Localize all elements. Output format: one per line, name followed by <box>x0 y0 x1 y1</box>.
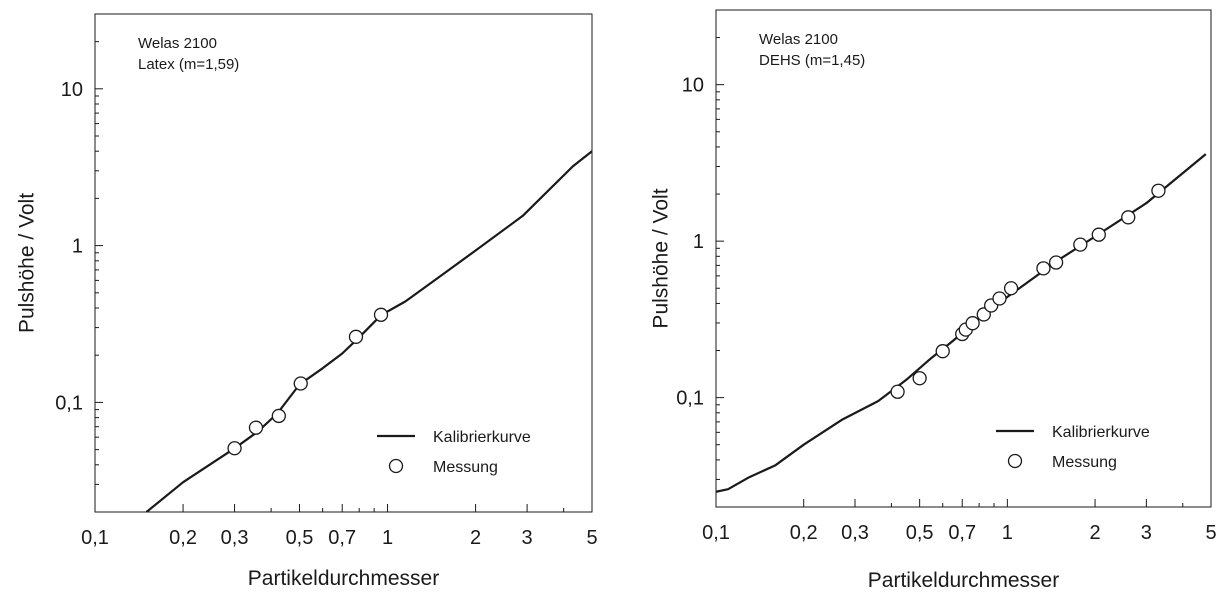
left-chart-panel: 0,1 0,2 0,3 0,5 0,7 1 2 3 5 0,1 1 10 Partikeldurchme… <box>16 13 598 590</box>
y-tick-label: 1 <box>693 231 704 253</box>
data-point-messung <box>1036 261 1051 276</box>
data-layer <box>145 150 592 512</box>
x-tick-label: 1 <box>1002 522 1013 544</box>
x-tick-label: 0,2 <box>790 522 818 544</box>
data-point-messung <box>373 307 389 322</box>
plot-frame <box>94 13 593 513</box>
x-tick-label: 0,2 <box>169 527 197 549</box>
y-tick-label: 0,1 <box>55 392 83 414</box>
data-point-messung <box>935 344 950 359</box>
data-point-messung <box>912 371 927 386</box>
y-tick-label: 10 <box>682 75 704 97</box>
data-point-messung <box>248 420 264 435</box>
x-tick-label: 3 <box>1141 522 1152 544</box>
x-tick-label: 0,7 <box>328 527 356 549</box>
series-line-kalibrierkurve <box>145 150 592 512</box>
x-tick-label: 5 <box>1205 522 1216 544</box>
x-tick-label: 0,5 <box>286 527 314 549</box>
x-tick-label: 0,7 <box>948 522 976 544</box>
y-axis-title: Pulshöhe / Volt <box>16 193 39 333</box>
y-tick-label: 10 <box>61 79 83 101</box>
data-point-messung <box>890 384 905 399</box>
x-tick-label: 0,1 <box>81 527 109 549</box>
legend-label: Messung <box>1052 454 1117 471</box>
data-point-messung <box>992 291 1007 306</box>
x-tick-label: 0,1 <box>702 522 730 544</box>
legend-label: Messung <box>433 459 498 476</box>
data-point-messung <box>271 408 286 424</box>
right-chart-panel: 0,1 0,2 0,3 0,5 0,7 1 2 3 5 0,1 1 10 Partikeldurchme… <box>650 9 1217 592</box>
legend-label: Kalibrierkurve <box>433 429 531 446</box>
data-point-messung <box>965 316 980 331</box>
plot-frame <box>715 9 1212 508</box>
annotation-line: Welas 2100 <box>759 31 838 48</box>
series-line-kalibrierkurve <box>716 153 1207 493</box>
data-point-messung <box>1151 183 1166 198</box>
data-point-messung <box>293 376 308 391</box>
legend-label: Kalibrierkurve <box>1052 424 1150 441</box>
x-tick-label: 2 <box>1089 522 1100 544</box>
data-point-messung <box>348 329 364 344</box>
x-axis-title: Partikeldurchmesser <box>248 567 439 590</box>
x-axis-title: Partikeldurchmesser <box>868 569 1059 592</box>
legend-marker-swatch <box>388 458 404 474</box>
x-tick-label: 1 <box>382 527 393 549</box>
data-layer <box>716 153 1207 493</box>
x-tick-label: 5 <box>586 527 597 549</box>
x-tick-label: 0,3 <box>841 522 869 544</box>
data-point-messung <box>1091 227 1106 242</box>
data-point-messung <box>227 441 242 456</box>
annotation-line: Welas 2100 <box>138 35 217 52</box>
y-tick-label: 1 <box>72 236 83 258</box>
y-axis-title: Pulshöhe / Volt <box>650 188 673 328</box>
annotation-line: Latex (m=1,59) <box>138 56 239 73</box>
x-tick-label: 0,3 <box>221 527 249 549</box>
data-point-messung <box>1073 237 1088 252</box>
y-tick-label: 0,1 <box>676 388 704 410</box>
x-tick-label: 3 <box>522 527 533 549</box>
legend-marker-swatch <box>1007 453 1023 469</box>
data-point-messung <box>1121 210 1136 225</box>
annotation-line: DEHS (m=1,45) <box>759 52 865 69</box>
data-point-messung <box>1003 281 1019 296</box>
x-tick-label: 0,5 <box>906 522 934 544</box>
x-tick-label: 2 <box>470 527 481 549</box>
data-point-messung <box>1048 255 1064 270</box>
